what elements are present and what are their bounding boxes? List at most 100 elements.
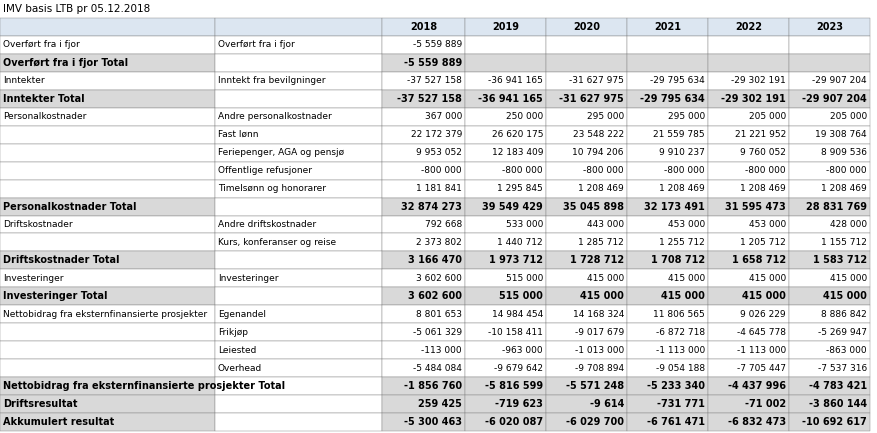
Text: Driftskostnader: Driftskostnader <box>3 220 73 229</box>
Text: 367 000: 367 000 <box>424 112 462 121</box>
Text: 19 308 764: 19 308 764 <box>816 130 867 139</box>
Text: -800 000: -800 000 <box>583 166 624 175</box>
Text: 515 000: 515 000 <box>506 274 543 283</box>
Bar <box>465 144 546 162</box>
Bar <box>546 180 627 197</box>
Bar <box>546 269 627 288</box>
Text: 9 760 052: 9 760 052 <box>740 148 786 157</box>
Bar <box>465 288 546 305</box>
Text: Overhead: Overhead <box>218 364 262 373</box>
Text: -9 054 188: -9 054 188 <box>656 364 705 373</box>
Bar <box>382 269 465 288</box>
Bar <box>627 36 708 54</box>
Bar <box>215 108 382 126</box>
Text: Overført fra i fjor: Overført fra i fjor <box>218 40 295 49</box>
Text: Egenandel: Egenandel <box>218 310 266 319</box>
Bar <box>382 36 465 54</box>
Bar <box>627 18 708 36</box>
Bar <box>215 197 382 216</box>
Text: 415 000: 415 000 <box>824 291 867 301</box>
Text: 1 973 712: 1 973 712 <box>489 255 543 265</box>
Text: -7 537 316: -7 537 316 <box>817 364 867 373</box>
Text: 415 000: 415 000 <box>742 291 786 301</box>
Bar <box>0 162 215 180</box>
Bar <box>215 288 382 305</box>
Bar <box>546 216 627 233</box>
Bar <box>627 72 708 90</box>
Text: -10 692 617: -10 692 617 <box>802 417 867 427</box>
Bar <box>708 216 789 233</box>
Bar <box>465 395 546 413</box>
Bar <box>627 305 708 323</box>
Bar <box>546 377 627 395</box>
Bar <box>465 233 546 252</box>
Text: 1 208 469: 1 208 469 <box>821 184 867 193</box>
Bar <box>627 377 708 395</box>
Bar <box>546 36 627 54</box>
Bar <box>627 162 708 180</box>
Bar <box>382 54 465 72</box>
Bar <box>546 108 627 126</box>
Bar <box>627 269 708 288</box>
Bar <box>215 18 382 36</box>
Bar <box>215 269 382 288</box>
Bar <box>627 90 708 108</box>
Bar <box>465 36 546 54</box>
Bar <box>708 377 789 395</box>
Bar <box>546 162 627 180</box>
Bar <box>546 341 627 359</box>
Text: -29 907 204: -29 907 204 <box>812 76 867 85</box>
Text: -963 000: -963 000 <box>503 346 543 355</box>
Bar <box>546 90 627 108</box>
Bar <box>627 144 708 162</box>
Text: 1 181 841: 1 181 841 <box>416 184 462 193</box>
Bar <box>465 359 546 377</box>
Bar <box>708 126 789 144</box>
Bar <box>465 90 546 108</box>
Bar <box>215 233 382 252</box>
Bar <box>215 341 382 359</box>
Text: -1 113 000: -1 113 000 <box>656 346 705 355</box>
Text: -29 302 191: -29 302 191 <box>731 76 786 85</box>
Text: 205 000: 205 000 <box>749 112 786 121</box>
Bar <box>627 341 708 359</box>
Bar <box>627 126 708 144</box>
Text: Inntekt fra bevilgninger: Inntekt fra bevilgninger <box>218 76 325 85</box>
Text: Akkumulert resultat: Akkumulert resultat <box>3 417 114 427</box>
Text: 415 000: 415 000 <box>661 291 705 301</box>
Bar <box>627 233 708 252</box>
Text: Inntekter Total: Inntekter Total <box>3 94 84 104</box>
Text: 14 168 324: 14 168 324 <box>573 310 624 319</box>
Bar <box>0 126 215 144</box>
Text: 12 183 409: 12 183 409 <box>491 148 543 157</box>
Bar <box>382 288 465 305</box>
Text: 1 728 712: 1 728 712 <box>570 255 624 265</box>
Bar <box>465 162 546 180</box>
Bar <box>789 180 870 197</box>
Bar <box>465 413 546 431</box>
Bar <box>789 216 870 233</box>
Text: -5 233 340: -5 233 340 <box>647 381 705 391</box>
Text: -29 795 634: -29 795 634 <box>640 94 705 104</box>
Text: 1 205 712: 1 205 712 <box>740 238 786 247</box>
Text: 1 208 469: 1 208 469 <box>578 184 624 193</box>
Text: 515 000: 515 000 <box>499 291 543 301</box>
Text: -29 795 634: -29 795 634 <box>650 76 705 85</box>
Bar <box>465 323 546 341</box>
Text: -4 437 996: -4 437 996 <box>728 381 786 391</box>
Text: 415 000: 415 000 <box>587 274 624 283</box>
Bar <box>382 144 465 162</box>
Bar <box>215 216 382 233</box>
Bar <box>0 18 215 36</box>
Text: -3 860 144: -3 860 144 <box>809 399 867 409</box>
Bar <box>708 395 789 413</box>
Bar <box>789 108 870 126</box>
Bar <box>789 269 870 288</box>
Bar <box>465 126 546 144</box>
Text: 32 173 491: 32 173 491 <box>645 201 705 212</box>
Bar <box>708 323 789 341</box>
Bar <box>789 341 870 359</box>
Text: 2021: 2021 <box>654 22 681 32</box>
Text: 2018: 2018 <box>410 22 437 32</box>
Text: 453 000: 453 000 <box>667 220 705 229</box>
